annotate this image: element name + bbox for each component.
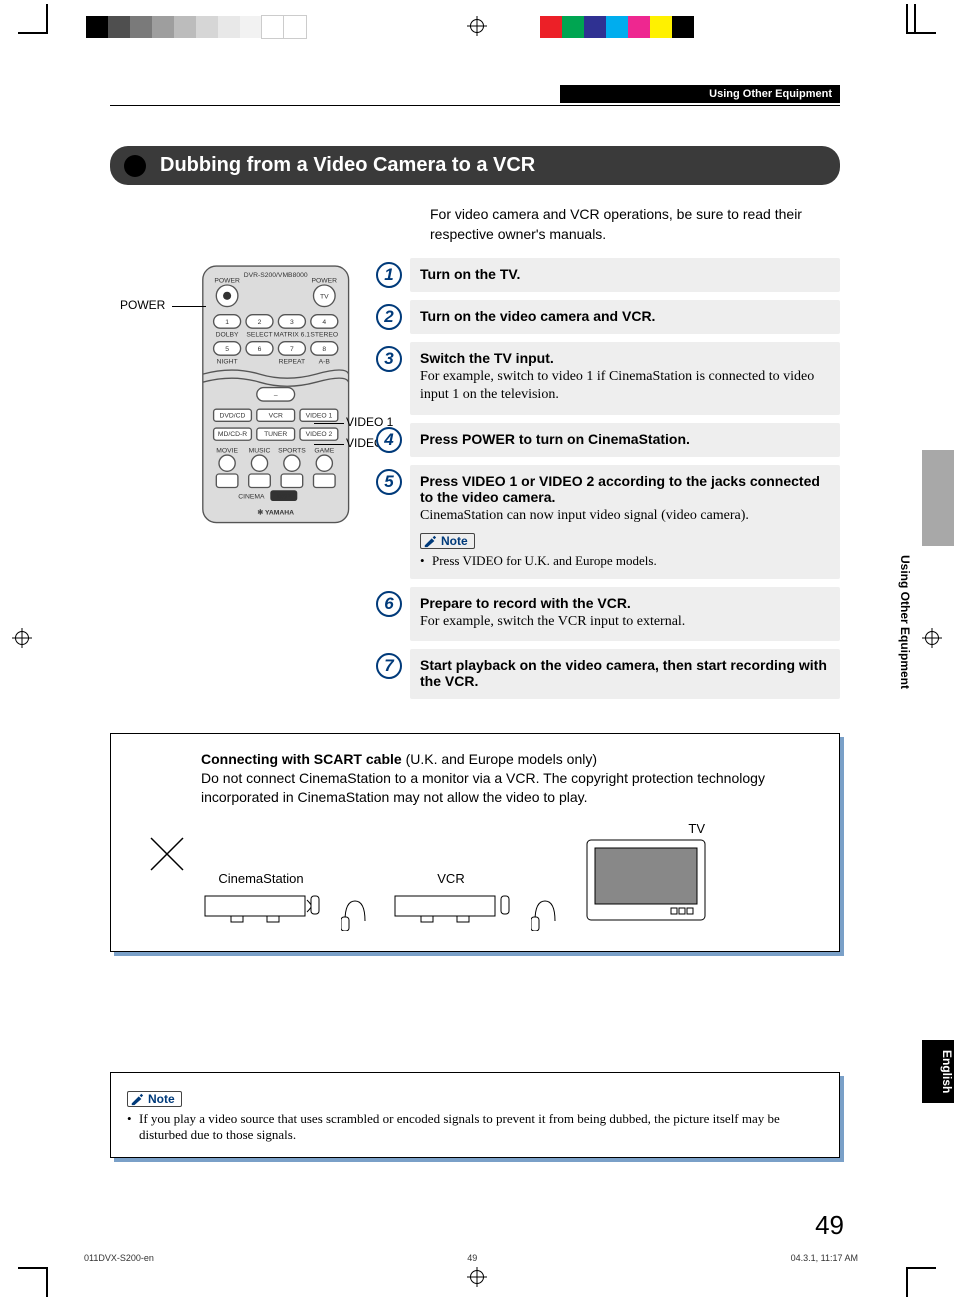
scart-diagram: CinemaStation VCR TV (201, 821, 815, 931)
svg-text:VIDEO 1: VIDEO 1 (306, 412, 333, 419)
svg-text:MD/CD-R: MD/CD-R (218, 431, 247, 438)
svg-text:5: 5 (225, 346, 229, 353)
bottom-note: Note If you play a video source that use… (110, 1072, 840, 1158)
steps-list: 1Turn on the TV. 2Turn on the video camer… (410, 258, 840, 707)
intro: For video camera and VCR operations, be … (430, 205, 840, 244)
remote-illustration: POWER VIDEO 1 VIDEO 2 DVR-S200/VMB8000 (110, 258, 410, 707)
step-title: Start playback on the video camera, then… (420, 657, 830, 689)
svg-text:POWER: POWER (312, 277, 338, 284)
svg-text:SPORTS: SPORTS (278, 448, 306, 455)
step-number: 2 (376, 304, 402, 330)
label-cinema: CinemaStation (201, 871, 321, 886)
footer-right: 04.3.1, 11:17 AM (791, 1253, 858, 1263)
input-row-2: MD/CD-R TUNER VIDEO 2 (214, 428, 338, 440)
side-tab-middle: Using Other Equipment (898, 555, 912, 689)
svg-text:4: 4 (322, 319, 326, 326)
step-title: Switch the TV input. (420, 350, 830, 366)
cable-2 (531, 891, 561, 931)
svg-text:NIGHT: NIGHT (217, 358, 238, 365)
step-title: Turn on the video camera and VCR. (420, 308, 830, 324)
label-vcr: VCR (391, 871, 511, 886)
svg-text:TV: TV (320, 294, 329, 301)
svg-text:SELECT: SELECT (246, 331, 272, 338)
scart-text: Do not connect CinemaStation to a monito… (201, 769, 815, 807)
page-number: 49 (815, 1210, 844, 1241)
svg-text:VIDEO 2: VIDEO 2 (306, 431, 333, 438)
bottom-note-text: If you play a video source that uses scr… (127, 1111, 823, 1143)
step-body: For example, switch the VCR input to ext… (420, 613, 830, 631)
header-section: Using Other Equipment (560, 85, 840, 103)
cable-1 (341, 891, 371, 931)
label-tv: TV (581, 821, 705, 836)
svg-text:7: 7 (290, 346, 294, 353)
svg-text:GAME: GAME (314, 448, 334, 455)
footer-left: 011DVX-S200-en (84, 1253, 154, 1263)
header-rule (110, 105, 840, 106)
section-title-text: Dubbing from a Video Camera to a VCR (160, 154, 535, 176)
step-number: 7 (376, 653, 402, 679)
step-title: Turn on the TV. (420, 266, 830, 282)
step-body: For example, switch to video 1 if Cinema… (420, 368, 830, 404)
step: 7Start playback on the video camera, the… (410, 649, 840, 699)
side-tab-gray (922, 450, 954, 546)
content: Using Other Equipment Dubbing from a Vid… (110, 85, 840, 1158)
svg-text:A-B: A-B (319, 358, 331, 365)
svg-text:1: 1 (225, 319, 229, 326)
section-title: Dubbing from a Video Camera to a VCR (110, 146, 840, 185)
callout-power: POWER (120, 298, 165, 312)
input-row-1: DVD/CD VCR VIDEO 1 (214, 409, 338, 421)
svg-text:DVD/CD: DVD/CD (220, 412, 246, 419)
step-title: Prepare to record with the VCR. (420, 595, 830, 611)
scart-title-rest: (U.K. and Europe models only) (402, 751, 597, 767)
step: 3Switch the TV input.For example, switch… (410, 342, 840, 414)
step-number: 6 (376, 591, 402, 617)
step: 1Turn on the TV. (410, 258, 840, 292)
bottom-note-label: Note (148, 1092, 175, 1106)
footer: 011DVX-S200-en 49 04.3.1, 11:17 AM (78, 1253, 864, 1263)
svg-text:–: – (274, 392, 278, 399)
step-number: 3 (376, 346, 402, 372)
step-title: Press POWER to turn on CinemaStation. (420, 431, 830, 447)
svg-text:REPEAT: REPEAT (279, 358, 306, 365)
step: 6Prepare to record with the VCR.For exam… (410, 587, 840, 641)
svg-text:✻ YAMAHA: ✻ YAMAHA (257, 509, 294, 517)
step-body: CinemaStation can now input video signal… (420, 507, 830, 525)
remote-model: DVR-S200/VMB8000 (244, 272, 308, 279)
svg-text:3: 3 (290, 319, 294, 326)
remote-power-left: POWER (214, 277, 240, 284)
bottom-note-badge: Note (127, 1091, 182, 1107)
svg-text:MOVIE: MOVIE (216, 448, 238, 455)
footer-mid: 49 (467, 1253, 477, 1263)
svg-text:2: 2 (258, 319, 262, 326)
side-tab-english: English (922, 1040, 954, 1103)
step: 5Press VIDEO 1 or VIDEO 2 according to t… (410, 465, 840, 579)
svg-text:TUNER: TUNER (264, 431, 287, 438)
step-note-bullet: Press VIDEO for U.K. and Europe models. (420, 553, 830, 569)
svg-text:DSP: DSP (277, 493, 291, 500)
note-badge: Note (420, 533, 475, 549)
svg-text:DOLBY: DOLBY (216, 331, 239, 338)
svg-text:MATRIX 6.1: MATRIX 6.1 (274, 331, 311, 338)
step-number: 1 (376, 262, 402, 288)
scart-title-bold: Connecting with SCART cable (201, 751, 402, 767)
svg-text:MUSIC: MUSIC (249, 448, 271, 455)
step: 4Press POWER to turn on CinemaStation. (410, 423, 840, 457)
step: 2Turn on the video camera and VCR. (410, 300, 840, 334)
svg-text:6: 6 (258, 346, 262, 353)
step-title: Press VIDEO 1 or VIDEO 2 according to th… (420, 473, 830, 505)
svg-text:CINEMA: CINEMA (238, 493, 265, 500)
step-number: 4 (376, 427, 402, 453)
svg-text:8: 8 (322, 346, 326, 353)
step-number: 5 (376, 469, 402, 495)
svg-text:VCR: VCR (269, 412, 283, 419)
svg-text:STEREO: STEREO (310, 331, 338, 338)
scart-box: Connecting with SCART cable (U.K. and Eu… (110, 733, 840, 952)
